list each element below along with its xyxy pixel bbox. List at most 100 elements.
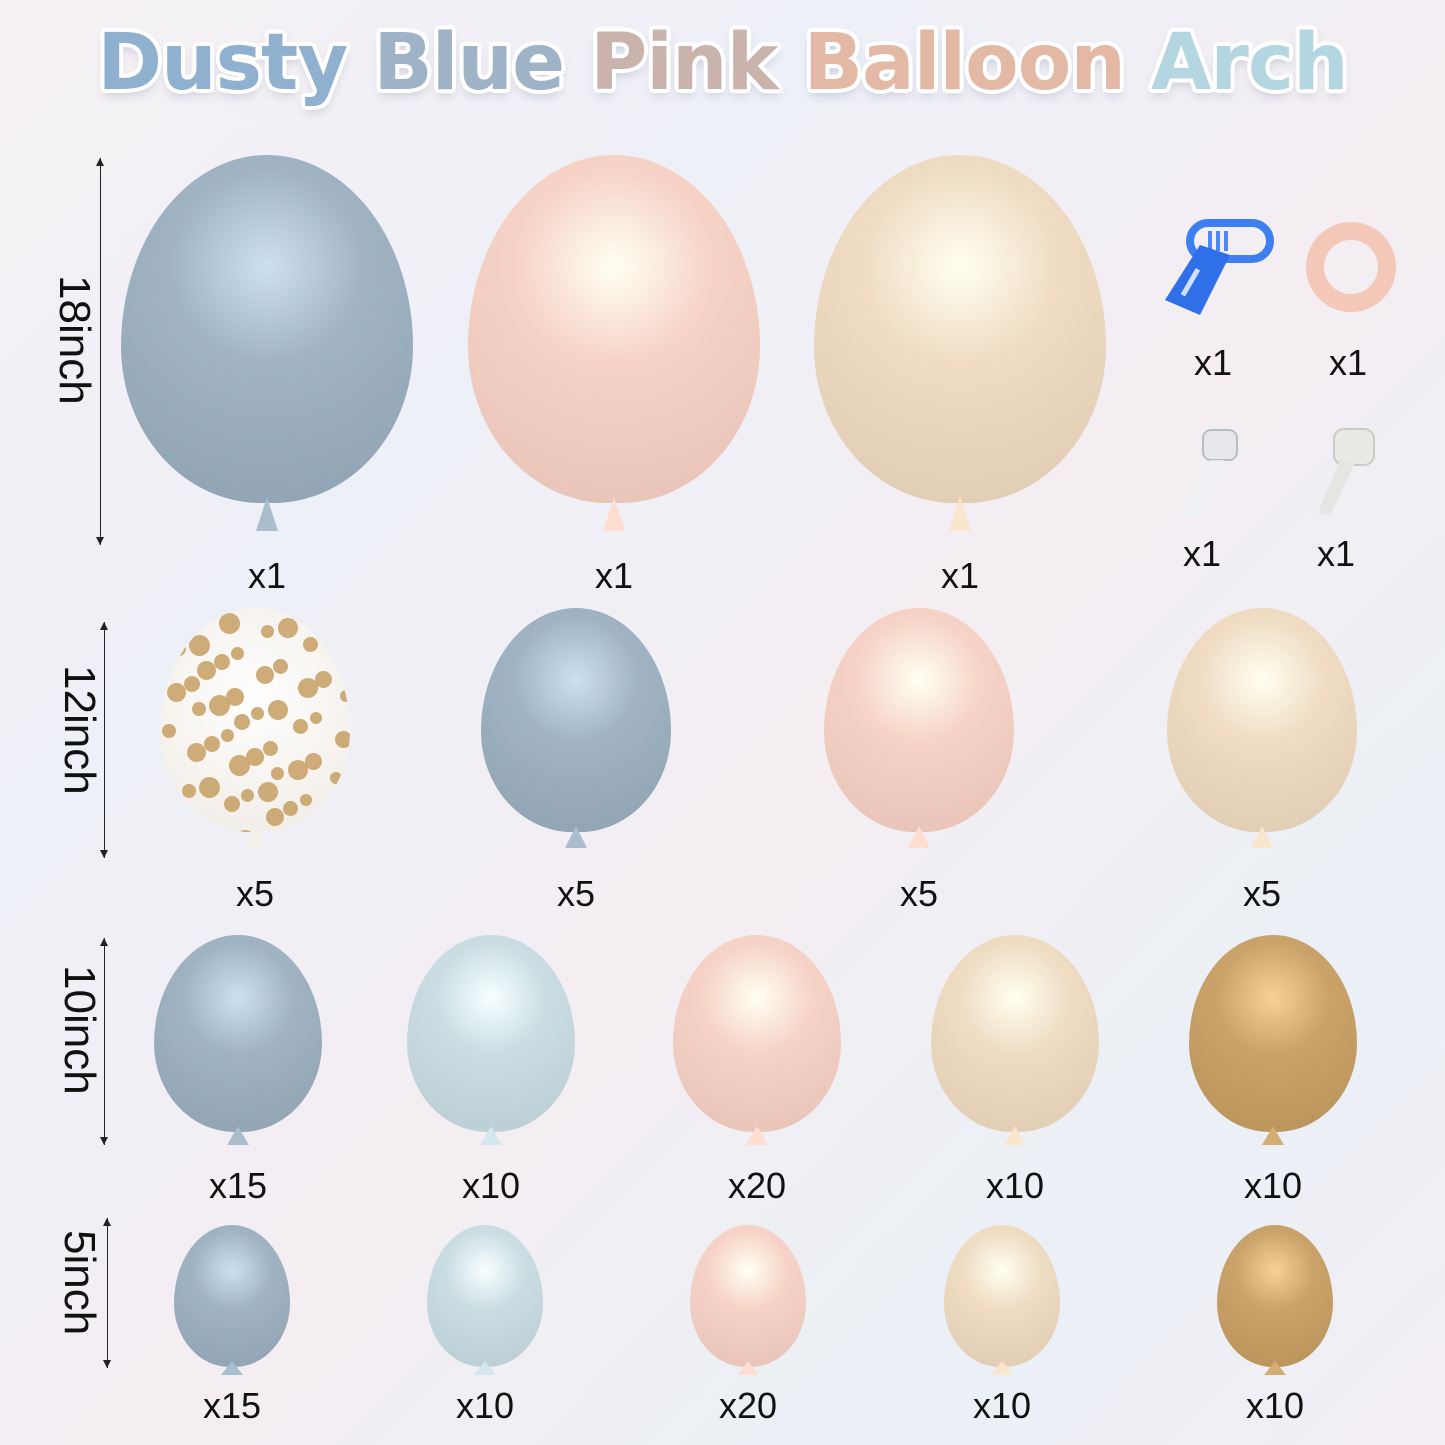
balloon-sand xyxy=(931,935,1099,1132)
balloon-strip-icon xyxy=(1175,425,1255,525)
confetti-dot xyxy=(172,642,186,656)
title-word: Pink xyxy=(590,18,778,108)
confetti-dot xyxy=(268,700,288,720)
size-label: 12inch xyxy=(55,665,104,795)
balloon-count: x20 xyxy=(718,1385,778,1426)
confetti-dot xyxy=(263,741,278,756)
balloon-knot xyxy=(1264,1361,1286,1375)
confetti-dot xyxy=(308,820,328,832)
confetti-dot xyxy=(219,613,240,634)
confetti-dot xyxy=(303,637,318,652)
balloon-knot xyxy=(565,826,587,848)
balloon-count: x10 xyxy=(461,1165,521,1206)
confetti-dot xyxy=(340,690,350,702)
confetti-dot xyxy=(194,818,210,832)
confetti-dot xyxy=(184,676,200,692)
size-label: 18inch xyxy=(50,275,99,405)
balloon-sand xyxy=(944,1225,1060,1367)
confetti-dot xyxy=(197,661,216,680)
balloon-count: x1 xyxy=(247,555,287,596)
balloon-count: x20 xyxy=(727,1165,787,1206)
confetti-dot xyxy=(337,623,350,642)
confetti-dot xyxy=(305,753,322,770)
confetti-dot xyxy=(310,712,322,724)
confetti-dot xyxy=(234,714,250,730)
confetti-dot xyxy=(167,683,186,702)
balloon-count: x1 xyxy=(940,555,980,596)
balloon-count: x10 xyxy=(1243,1165,1303,1206)
balloon-count: x15 xyxy=(202,1385,262,1426)
confetti-dot xyxy=(278,618,298,638)
size-dimension-arrow xyxy=(103,1218,111,1368)
confetti-dot xyxy=(325,813,342,830)
confetti-dot xyxy=(258,782,278,802)
balloon-knot xyxy=(244,826,266,848)
confetti-dot xyxy=(256,666,274,684)
balloon-sand xyxy=(1167,608,1357,832)
balloon-gold xyxy=(1189,935,1357,1132)
confetti-dot xyxy=(315,671,332,688)
confetti-dot xyxy=(283,801,298,816)
balloon-count: x10 xyxy=(1245,1385,1305,1426)
confetti-dot xyxy=(251,707,264,720)
confetti-dot xyxy=(298,678,318,698)
balloon-knot xyxy=(227,1126,249,1145)
balloon-dusty-blue xyxy=(121,155,413,503)
balloon-knot xyxy=(991,1361,1013,1375)
confetti-dot xyxy=(241,789,254,802)
balloon-knot xyxy=(256,497,278,531)
balloon-gold xyxy=(1217,1225,1333,1367)
balloon-count: x10 xyxy=(985,1165,1045,1206)
confetti-dot xyxy=(246,748,264,766)
confetti-dot xyxy=(335,731,350,748)
confetti-dot xyxy=(347,765,350,784)
size-dimension-arrow xyxy=(100,622,108,858)
balloon-knot xyxy=(1251,826,1273,848)
balloon-knot xyxy=(1262,1126,1284,1145)
size-label: 5inch xyxy=(55,1230,104,1336)
size-dimension-arrow xyxy=(96,158,104,545)
confetti-dot xyxy=(160,608,172,620)
balloon-light-blue xyxy=(427,1225,543,1367)
confetti-dot xyxy=(273,659,288,674)
balloon-count: x15 xyxy=(208,1165,268,1206)
confetti-dot xyxy=(300,794,312,806)
balloon-dusty-blue xyxy=(481,608,671,832)
balloon-knot xyxy=(746,1126,768,1145)
balloon-confetti xyxy=(160,608,350,832)
balloon-count: x10 xyxy=(455,1385,515,1426)
balloon-tying-tool-icon xyxy=(1160,215,1275,320)
confetti-dot xyxy=(266,808,284,826)
balloon-knot xyxy=(603,497,625,531)
balloon-knot xyxy=(949,497,971,531)
confetti-dot xyxy=(189,635,210,656)
balloon-count: x5 xyxy=(235,873,275,914)
confetti-dot xyxy=(209,695,230,716)
confetti-dot xyxy=(226,688,244,706)
confetti-dot xyxy=(320,630,332,642)
size-label: 10inch xyxy=(55,965,104,1095)
confetti-dot xyxy=(214,654,230,670)
balloon-dusty-blue xyxy=(174,1225,290,1367)
confetti-dot xyxy=(261,625,274,638)
confetti-dot xyxy=(192,702,206,716)
accessory-count: x1 xyxy=(1328,342,1368,383)
confetti-dot xyxy=(288,760,308,780)
ribbon-roll-icon xyxy=(1306,222,1396,312)
balloon-knot xyxy=(480,1126,502,1145)
balloon-knot xyxy=(908,826,930,848)
balloon-knot xyxy=(737,1361,759,1375)
balloon-count: x5 xyxy=(556,873,596,914)
confetti-dot xyxy=(187,743,206,762)
confetti-dot xyxy=(231,647,244,660)
balloon-count: x1 xyxy=(594,555,634,596)
balloon-pink xyxy=(690,1225,806,1367)
product-title: Dusty Blue Pink Balloon Arch xyxy=(0,18,1445,108)
balloon-pink xyxy=(824,608,1014,832)
balloon-count: x5 xyxy=(899,873,939,914)
balloon-sand xyxy=(814,155,1106,503)
confetti-dot xyxy=(182,784,196,798)
confetti-dot xyxy=(224,796,240,812)
confetti-dot xyxy=(204,736,220,752)
glue-dots-icon xyxy=(1310,425,1380,525)
